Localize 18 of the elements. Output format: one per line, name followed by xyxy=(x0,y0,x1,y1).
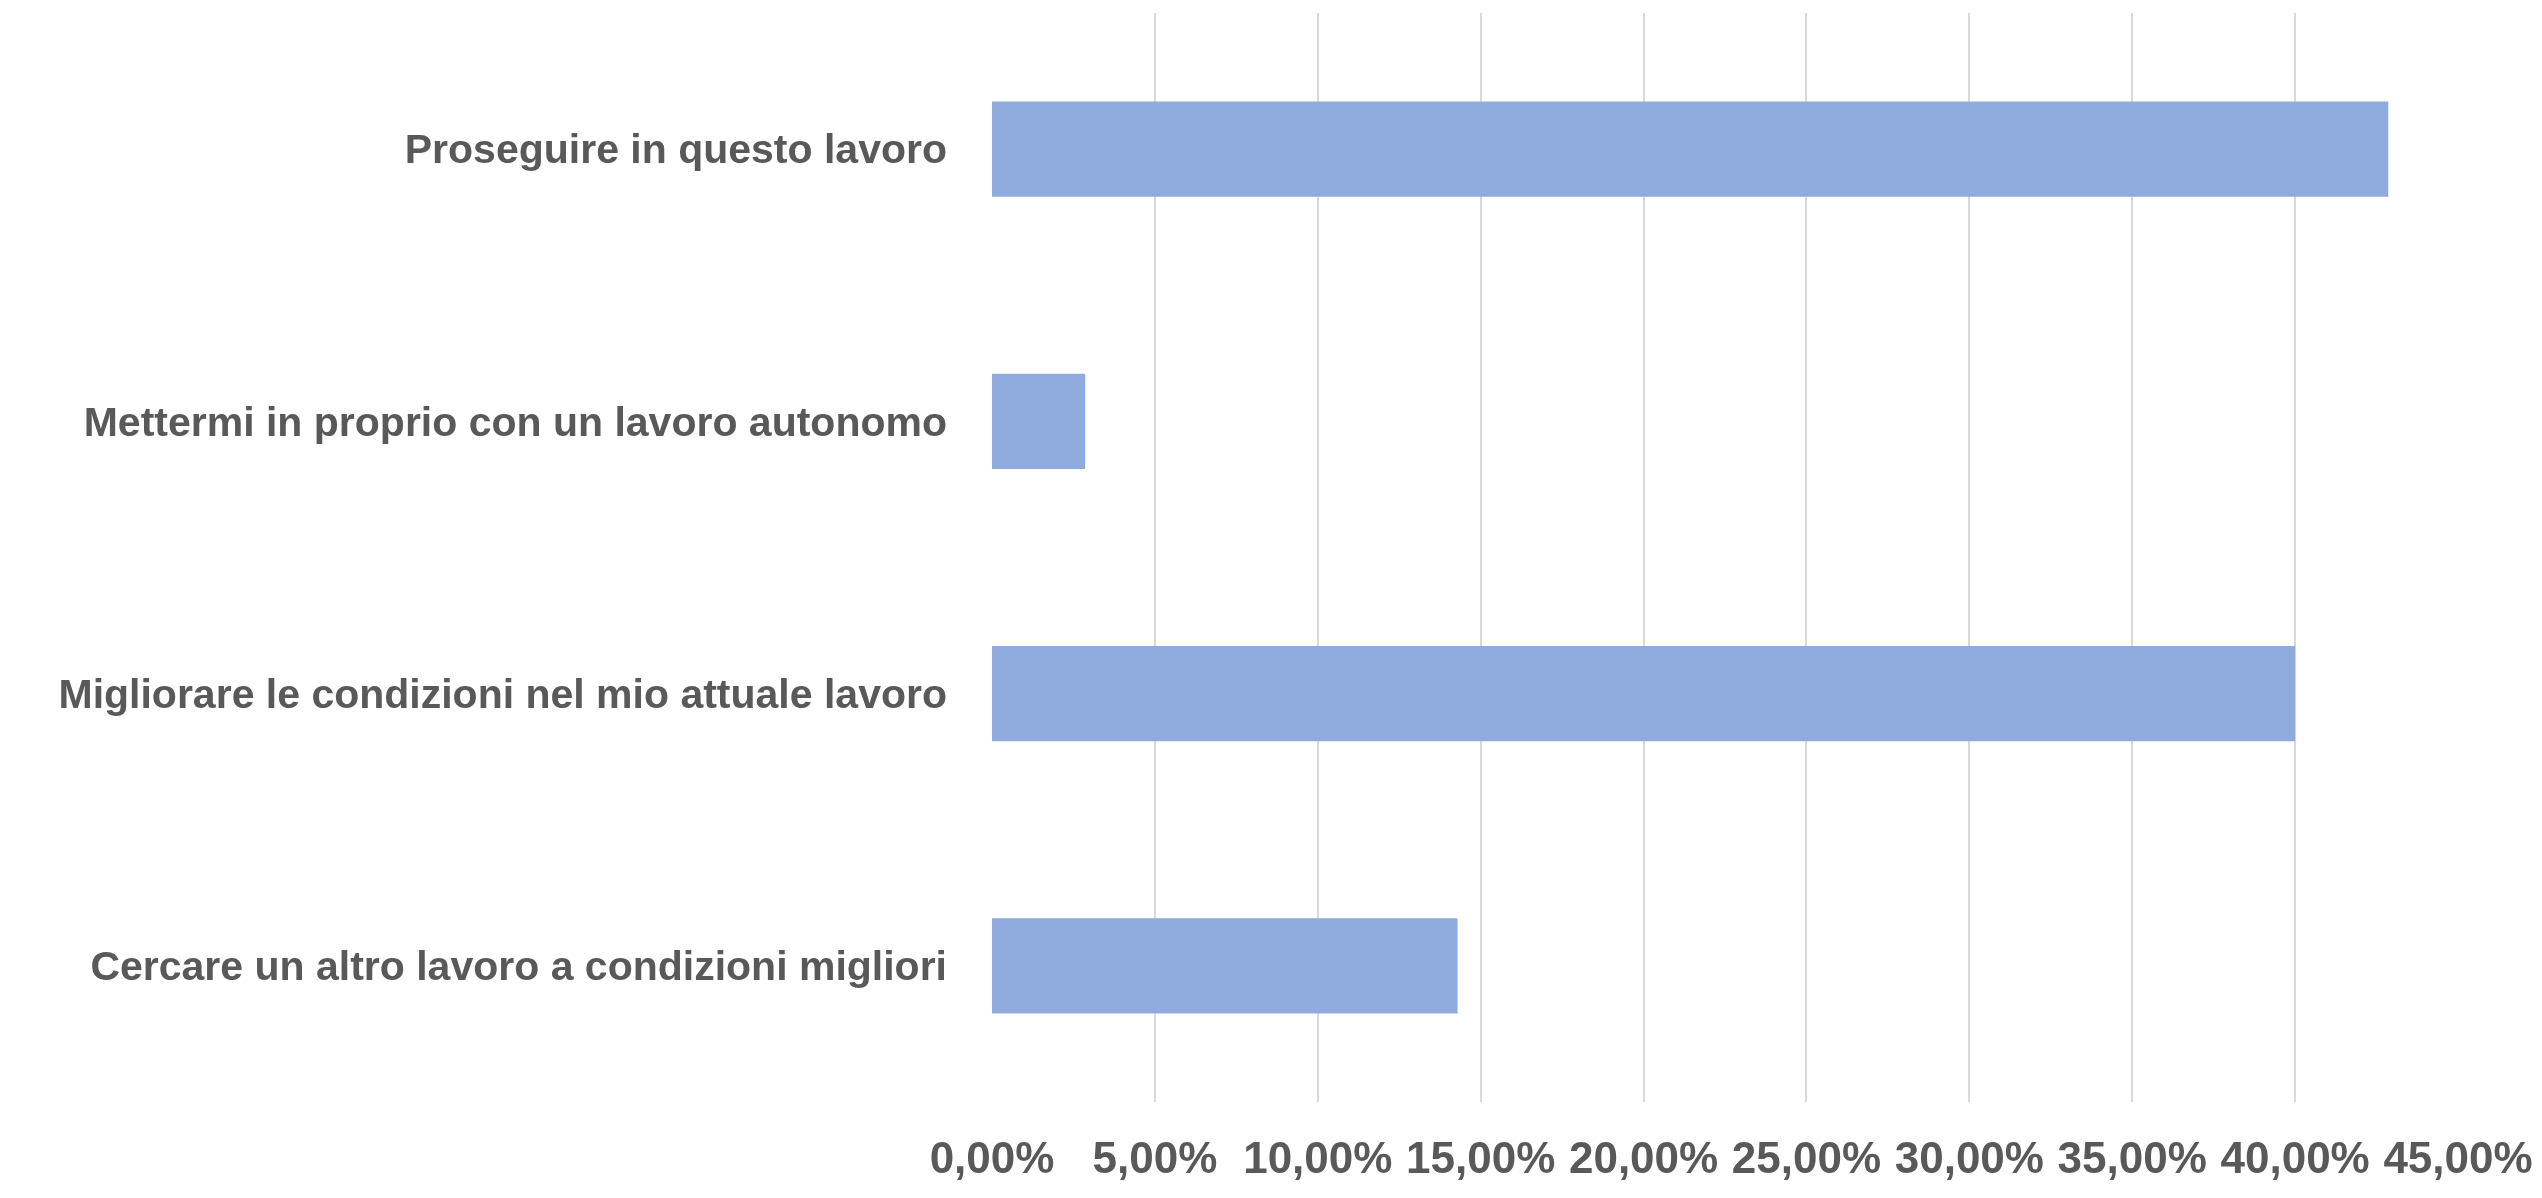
x-tick-label: 5,00% xyxy=(1092,1133,1218,1182)
x-tick-label: 15,00% xyxy=(1406,1133,1556,1182)
x-tick-label: 30,00% xyxy=(1894,1133,2044,1182)
bar xyxy=(992,373,1086,470)
y-tick-label: Mettermi in proprio con un lavoro autonomo xyxy=(83,398,947,445)
x-tick-label: 40,00% xyxy=(2220,1133,2370,1182)
bar xyxy=(992,101,2389,197)
x-tick-label: 35,00% xyxy=(2057,1133,2207,1182)
x-tick-label: 45,00% xyxy=(2383,1133,2533,1182)
y-tick-label: Proseguire in questo lavoro xyxy=(404,126,947,173)
y-tick-label: Migliorare le condizioni nel mio attuale lavoro xyxy=(58,670,947,717)
x-tick-label: 25,00% xyxy=(1731,1133,1882,1182)
bar xyxy=(992,918,1458,1014)
x-tick-label: 20,00% xyxy=(1568,1133,1719,1182)
bar xyxy=(992,645,2296,742)
x-tick-label: 0,00% xyxy=(929,1133,1055,1182)
x-tick-label: 10,00% xyxy=(1243,1133,1393,1182)
y-tick-label: Cercare un altro lavoro a condizioni migliori xyxy=(90,943,947,990)
